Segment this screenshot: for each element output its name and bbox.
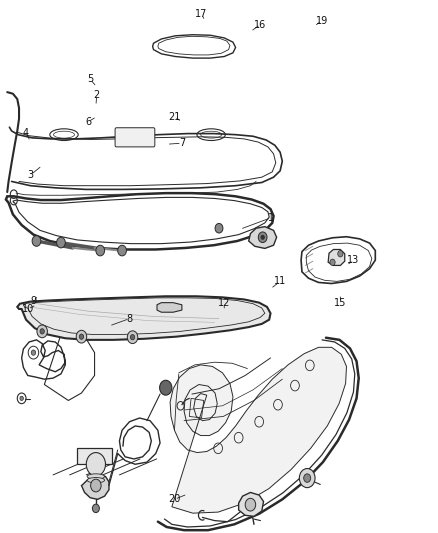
Circle shape (299, 469, 315, 488)
Circle shape (40, 329, 44, 334)
Ellipse shape (87, 474, 105, 479)
Polygon shape (81, 475, 109, 499)
Circle shape (159, 380, 172, 395)
Text: 3: 3 (27, 170, 33, 180)
Polygon shape (239, 492, 264, 516)
Text: 10: 10 (21, 304, 34, 314)
Circle shape (245, 498, 256, 511)
Text: 9: 9 (30, 296, 36, 306)
Polygon shape (157, 303, 182, 312)
Circle shape (86, 453, 106, 476)
Circle shape (79, 334, 84, 340)
Circle shape (131, 335, 135, 340)
Circle shape (258, 232, 267, 243)
Circle shape (92, 504, 99, 513)
FancyBboxPatch shape (115, 128, 155, 147)
Polygon shape (17, 296, 271, 340)
Circle shape (118, 245, 127, 256)
Text: 11: 11 (274, 277, 286, 286)
Text: 19: 19 (315, 16, 328, 26)
Ellipse shape (87, 478, 105, 483)
Circle shape (96, 245, 105, 256)
Circle shape (261, 235, 265, 239)
Circle shape (91, 479, 101, 492)
Polygon shape (170, 348, 346, 513)
Polygon shape (77, 448, 112, 464)
Text: 13: 13 (347, 255, 360, 265)
Circle shape (127, 331, 138, 344)
Polygon shape (328, 249, 345, 265)
Circle shape (304, 474, 311, 482)
Text: 20: 20 (168, 494, 180, 504)
Text: 16: 16 (254, 20, 267, 30)
Circle shape (215, 223, 223, 233)
Text: 17: 17 (195, 9, 208, 19)
Text: 12: 12 (218, 297, 230, 308)
Circle shape (76, 330, 87, 343)
Circle shape (57, 237, 65, 248)
Text: 6: 6 (85, 117, 91, 127)
Text: 1: 1 (268, 213, 275, 223)
Text: 7: 7 (179, 138, 185, 148)
Text: 8: 8 (127, 313, 133, 324)
Text: 21: 21 (168, 111, 180, 122)
Text: 15: 15 (334, 297, 346, 308)
Circle shape (31, 350, 35, 356)
Polygon shape (249, 227, 277, 248)
Circle shape (32, 236, 41, 246)
Circle shape (338, 251, 343, 257)
Circle shape (330, 259, 335, 265)
Circle shape (20, 396, 23, 400)
Text: 5: 5 (87, 75, 93, 84)
Text: 4: 4 (23, 127, 29, 138)
Circle shape (37, 325, 47, 338)
Text: 2: 2 (94, 90, 100, 100)
